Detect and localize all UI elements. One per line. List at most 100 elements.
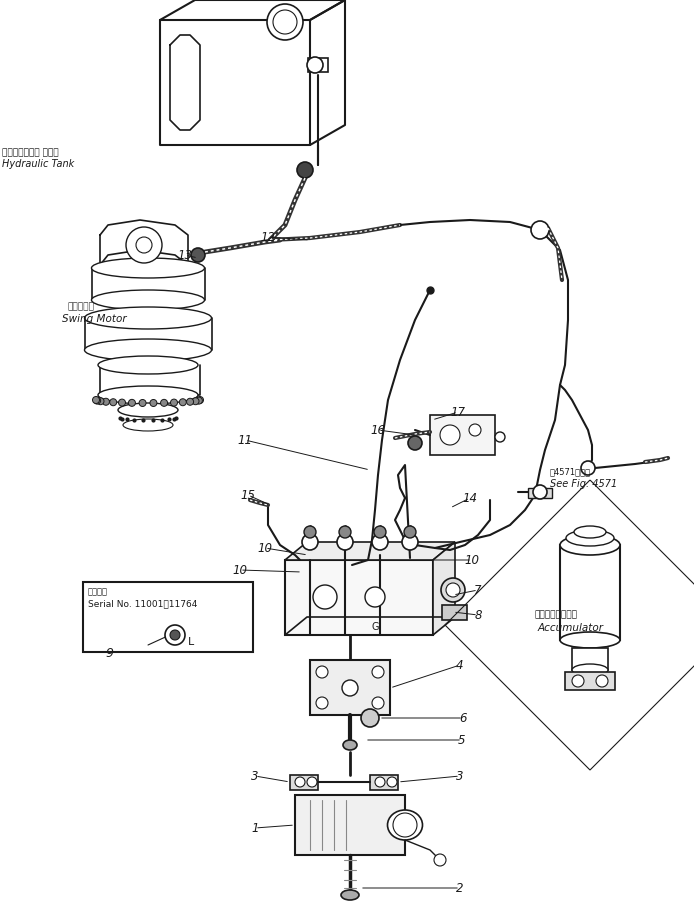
Circle shape: [267, 4, 303, 40]
Bar: [290, 775, 318, 790]
Ellipse shape: [92, 290, 205, 310]
Circle shape: [139, 400, 146, 406]
Polygon shape: [285, 542, 455, 560]
Circle shape: [196, 397, 203, 404]
Circle shape: [372, 697, 384, 709]
Text: 5: 5: [458, 733, 466, 747]
Circle shape: [316, 666, 328, 678]
Ellipse shape: [118, 403, 178, 417]
Circle shape: [171, 399, 178, 406]
Text: 1: 1: [251, 822, 259, 834]
Text: L: L: [188, 637, 194, 647]
Bar: [310, 660, 390, 715]
Ellipse shape: [560, 632, 620, 648]
Circle shape: [393, 813, 417, 837]
Text: 11: 11: [237, 434, 253, 446]
Ellipse shape: [572, 664, 608, 676]
Circle shape: [179, 399, 186, 405]
Circle shape: [110, 399, 117, 405]
Text: 7: 7: [474, 583, 482, 596]
Circle shape: [304, 526, 316, 538]
Circle shape: [446, 583, 460, 597]
Text: See Fig. 4571: See Fig. 4571: [550, 479, 617, 489]
Text: 旋回モータ: 旋回モータ: [68, 302, 95, 311]
Circle shape: [434, 854, 446, 866]
Circle shape: [365, 587, 385, 607]
Text: アキュームレータ: アキュームレータ: [535, 610, 578, 619]
Text: 14: 14: [462, 491, 477, 505]
Text: Hydraulic Tank: Hydraulic Tank: [2, 159, 74, 169]
Text: Swing Motor: Swing Motor: [62, 314, 126, 324]
Text: 4: 4: [456, 658, 464, 671]
Bar: [565, 672, 615, 690]
Circle shape: [126, 227, 162, 263]
Circle shape: [402, 534, 418, 550]
Circle shape: [160, 399, 167, 406]
Circle shape: [440, 425, 460, 445]
Circle shape: [307, 57, 323, 73]
Text: 2: 2: [456, 881, 464, 895]
Text: 15: 15: [241, 488, 255, 501]
Ellipse shape: [123, 419, 173, 431]
Bar: [430, 415, 495, 455]
Circle shape: [469, 424, 481, 436]
Text: 10: 10: [232, 563, 248, 576]
Ellipse shape: [560, 535, 620, 555]
Circle shape: [187, 398, 194, 405]
Bar: [528, 488, 552, 498]
Circle shape: [191, 248, 205, 262]
Circle shape: [337, 534, 353, 550]
Circle shape: [339, 526, 351, 538]
Bar: [308, 58, 328, 72]
Circle shape: [302, 534, 318, 550]
Circle shape: [92, 396, 99, 404]
Circle shape: [170, 630, 180, 640]
Circle shape: [150, 400, 157, 406]
Bar: [442, 605, 467, 620]
Ellipse shape: [98, 386, 198, 404]
Circle shape: [165, 625, 185, 645]
Text: 第4571図参照: 第4571図参照: [550, 467, 591, 476]
Circle shape: [128, 399, 135, 406]
Circle shape: [372, 534, 388, 550]
Ellipse shape: [92, 258, 205, 278]
Ellipse shape: [85, 307, 212, 329]
Circle shape: [531, 221, 549, 239]
Text: 12: 12: [260, 230, 276, 244]
Bar: [83, 582, 253, 652]
Circle shape: [596, 675, 608, 687]
Polygon shape: [433, 542, 455, 635]
Ellipse shape: [341, 890, 359, 900]
Circle shape: [307, 777, 317, 787]
Ellipse shape: [574, 526, 606, 538]
Circle shape: [404, 526, 416, 538]
Circle shape: [97, 398, 104, 404]
Text: Serial No. 11001～11764: Serial No. 11001～11764: [88, 599, 197, 608]
Circle shape: [196, 396, 203, 404]
Text: 16: 16: [371, 424, 385, 436]
Ellipse shape: [387, 810, 423, 840]
Circle shape: [136, 237, 152, 253]
Text: Accumulator: Accumulator: [538, 623, 604, 633]
Circle shape: [572, 675, 584, 687]
Circle shape: [495, 432, 505, 442]
Circle shape: [103, 398, 110, 405]
Ellipse shape: [98, 356, 198, 374]
Text: 6: 6: [459, 711, 467, 725]
Circle shape: [342, 680, 358, 696]
Circle shape: [533, 485, 547, 499]
Bar: [295, 795, 405, 855]
Bar: [285, 560, 433, 635]
Text: 13: 13: [178, 248, 192, 261]
Circle shape: [119, 399, 126, 406]
Text: ハイドロリック タンク: ハイドロリック タンク: [2, 148, 58, 157]
Text: 9: 9: [105, 647, 113, 660]
Circle shape: [441, 578, 465, 602]
Circle shape: [581, 461, 595, 475]
Circle shape: [316, 697, 328, 709]
Circle shape: [297, 162, 313, 178]
Bar: [560, 545, 620, 640]
Circle shape: [273, 10, 297, 34]
Circle shape: [313, 585, 337, 609]
Circle shape: [408, 436, 422, 450]
